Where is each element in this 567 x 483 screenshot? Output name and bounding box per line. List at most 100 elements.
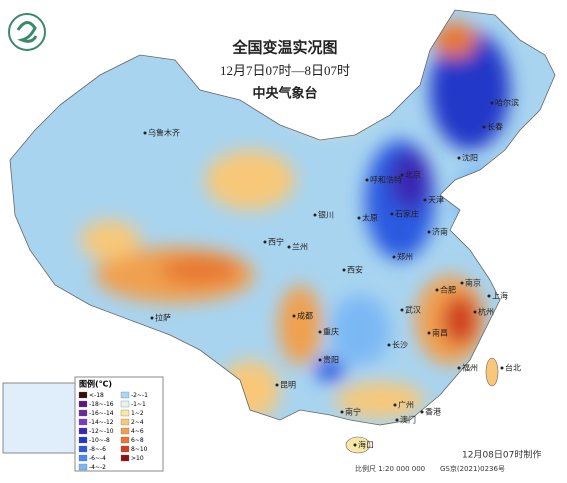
city-label: 呼和浩特	[370, 175, 402, 185]
legend-swatch	[78, 400, 88, 408]
city-label: 上海	[492, 291, 508, 301]
legend-label: -8~-6	[89, 446, 106, 453]
city-label: 香港	[425, 407, 441, 417]
city-label: 北京	[405, 170, 421, 180]
legend-swatch	[120, 427, 130, 435]
city-dot	[318, 358, 322, 362]
city-label: 拉萨	[155, 313, 171, 323]
made-time: 12月08日07时制作	[462, 449, 541, 461]
legend-swatch	[78, 418, 88, 426]
city-label: 南宁	[345, 407, 361, 417]
city-dot	[473, 310, 477, 314]
legend-label: -14~-12	[89, 419, 114, 426]
city-label: 兰州	[292, 242, 308, 252]
city-label: 合肥	[440, 285, 456, 295]
city-label: 郑州	[397, 252, 413, 262]
city-label: 台北	[505, 363, 521, 373]
legend-swatch	[78, 463, 88, 471]
legend-label: -16~-14	[89, 410, 114, 417]
city-label: 重庆	[323, 327, 339, 337]
city-dot	[292, 314, 296, 318]
legend-label: <-18	[89, 392, 104, 399]
city-dot	[487, 294, 491, 298]
city-label: 银川	[318, 210, 334, 220]
border	[9, 9, 556, 426]
title: 全国变温实况图	[231, 39, 337, 57]
agency: 中央气象台	[252, 86, 317, 102]
city-label: 南昌	[432, 328, 448, 338]
city-label: 南京	[465, 278, 481, 288]
legend-swatch	[120, 400, 130, 408]
legend-swatch	[120, 418, 130, 426]
city-dot	[392, 255, 396, 259]
legend-swatch	[78, 436, 88, 444]
city-dot	[420, 410, 424, 414]
city-dot	[390, 212, 394, 216]
city-dot	[287, 245, 291, 249]
city-label: 西安	[347, 265, 363, 275]
city-label: 贵阳	[323, 355, 339, 365]
city-label: 济南	[432, 227, 448, 237]
logo	[8, 13, 46, 51]
city-label: 长沙	[392, 340, 408, 350]
inset-map	[2, 382, 76, 454]
city-dot	[263, 240, 267, 244]
legend-swatch	[120, 454, 130, 462]
period: 12月7日07时—8日07时	[220, 63, 350, 78]
taiwan	[485, 357, 499, 387]
legend-label: 2~4	[131, 419, 144, 426]
city-dot	[427, 331, 431, 335]
city-label: 广州	[398, 400, 414, 410]
city-dot	[457, 156, 461, 160]
legend-swatch	[120, 445, 130, 453]
city-dot	[490, 101, 494, 105]
legend-label: -2~-1	[131, 392, 148, 399]
scale: 比例尺 1:20 000 000	[355, 464, 425, 473]
city-label: 太原	[362, 213, 378, 223]
city-label: 福州	[462, 364, 478, 373]
legend-swatch	[120, 391, 130, 399]
city-dot	[393, 403, 397, 407]
city-label: 澳门	[400, 415, 416, 425]
city-dot	[387, 343, 391, 347]
city-label: 西宁	[268, 237, 284, 247]
city-label: 天津	[428, 195, 444, 205]
legend-label: -12~-10	[89, 428, 114, 435]
legend-label: 1~2	[131, 410, 144, 417]
city-label: 武汉	[405, 305, 421, 315]
legend-box	[74, 376, 164, 472]
legend-label: >10	[131, 455, 144, 462]
legend-swatch	[120, 409, 130, 417]
city-dot	[435, 288, 439, 292]
legend-swatch	[120, 436, 130, 444]
legend-swatch	[78, 445, 88, 453]
city-label: 沈阳	[462, 153, 478, 163]
city-dot	[365, 178, 369, 182]
city-label: 成都	[297, 311, 313, 321]
hainan	[345, 436, 371, 454]
legend-label: -6~-4	[89, 455, 106, 462]
legend-label: -10~-8	[89, 437, 110, 444]
legend-label: -1~1	[131, 401, 146, 408]
city-dot	[340, 410, 344, 414]
city-label: 海口	[358, 440, 374, 450]
city-dot	[313, 213, 317, 217]
city-dot	[460, 281, 464, 285]
city-dot	[150, 316, 154, 320]
city-dot	[423, 198, 427, 202]
city-dot	[427, 230, 431, 234]
legend-swatch	[78, 427, 88, 435]
legend-label: -4~-2	[89, 464, 106, 471]
legend-swatch	[78, 409, 88, 417]
license: GS京(2021)0236号	[440, 464, 505, 473]
city-dot	[275, 383, 279, 387]
city-dot	[395, 418, 399, 422]
city-label: 石家庄	[395, 209, 419, 219]
city-dot	[342, 268, 346, 272]
city-label: 杭州	[478, 307, 494, 317]
city-label: 昆明	[280, 381, 296, 390]
legend-title: 图例(℃)	[79, 379, 112, 389]
legend-label: 4~6	[131, 428, 144, 435]
city-dot	[500, 366, 504, 370]
